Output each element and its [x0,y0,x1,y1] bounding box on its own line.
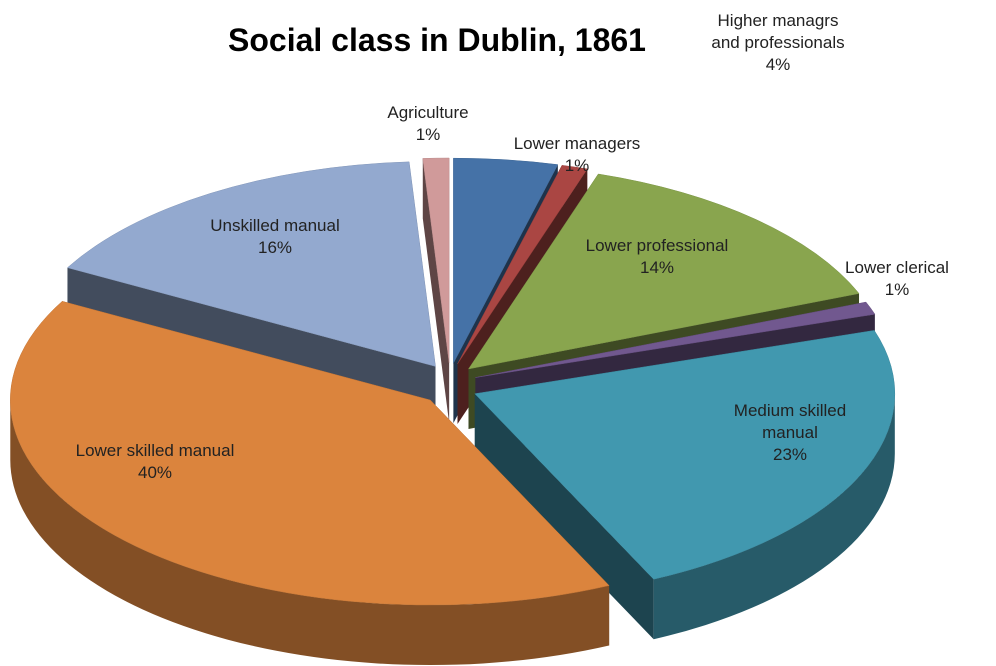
slice-wall [10,400,610,666]
slice-side [474,393,654,640]
slice-label: Lower skilled manual 40% [35,440,275,484]
slice [474,330,896,580]
slice [457,165,588,365]
slice [422,157,450,364]
value-label: 4% [765,55,791,74]
slice-wall [653,393,895,640]
slice-label: Lower clerical 1% [827,257,967,301]
category-name: Agriculture [387,103,469,122]
slice [10,301,610,606]
slice-label: Agriculture 1% [358,102,498,146]
value-label: 1% [415,125,441,144]
slice-label: Higher managrs and professionals 4% [703,10,853,76]
value-label: 1% [564,156,590,175]
value-label: 1% [884,280,910,299]
category-name: Medium skilled manual [733,401,847,442]
slice-label: Unskilled manual 16% [175,215,375,259]
category-name: Higher managrs and professionals [711,11,845,52]
category-name: Unskilled manual [210,216,340,235]
slice-side [422,158,450,424]
category-name: Lower professional [585,236,729,255]
slice [453,157,559,364]
category-name: Lower skilled manual [75,441,235,460]
slice [66,161,436,367]
slice-label: Lower managers 1% [487,133,667,177]
value-label: 16% [257,238,293,257]
category-name: Lower clerical [845,258,949,277]
slice-label: Lower professional 14% [557,235,757,279]
value-label: 40% [137,463,173,482]
slice [475,301,876,378]
value-label: 14% [639,258,675,277]
category-name: Lower managers [513,134,641,153]
chart-title: Social class in Dublin, 1861 [228,22,646,58]
value-label: 23% [772,445,808,464]
slice [467,173,860,370]
slice-label: Medium skilled manual 23% [705,400,875,466]
